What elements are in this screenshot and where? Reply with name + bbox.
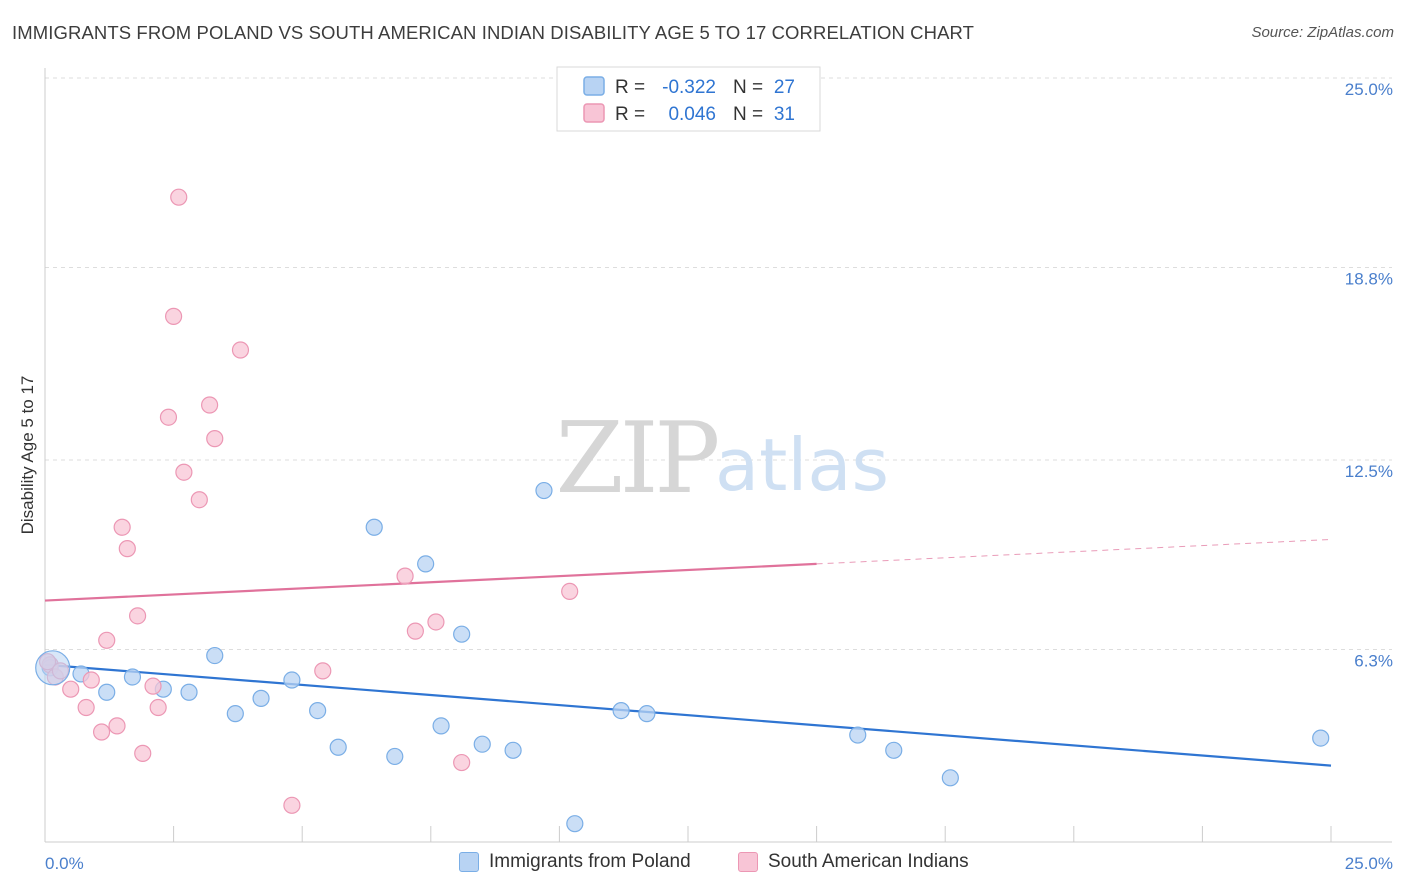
point-cluster-origin: [35, 650, 71, 686]
point-pink-3: [77, 698, 95, 717]
point-pink-22: [283, 796, 301, 814]
point-blue-2: [98, 683, 116, 701]
point-blue-21: [612, 701, 630, 720]
point-blue-13: [386, 747, 404, 766]
point-pink-26: [427, 613, 445, 631]
point-pink-13: [149, 698, 167, 717]
point-pink-2: [62, 680, 80, 698]
point-pink-14: [159, 408, 178, 426]
point-pink-11: [134, 744, 152, 762]
point-blue-18: [504, 741, 522, 759]
point-blue-10: [309, 701, 327, 720]
legend-label-sai: South American Indians: [768, 851, 969, 872]
stats-swatch-pink: [583, 103, 605, 123]
point-blue-23: [849, 726, 867, 744]
chart-title: IMMIGRANTS FROM POLAND VS SOUTH AMERICAN…: [12, 22, 975, 43]
trend-line-blue: [44, 663, 1332, 767]
legend-swatch-pink: [738, 852, 758, 872]
point-pink-23: [314, 662, 332, 680]
stats-swatch-blue: [583, 76, 605, 96]
y-tick-label-2: 18.8%: [1345, 269, 1393, 288]
point-pink-27: [453, 753, 471, 772]
watermark: ZIP atlas: [556, 402, 889, 516]
x-tick-label-min: 0.0%: [45, 854, 84, 873]
legend-item-poland: Immigrants from Poland: [459, 851, 691, 873]
point-pink-6: [98, 631, 116, 649]
data-points: [35, 188, 1330, 833]
watermark-atlas: atlas: [715, 423, 889, 507]
point-pink-18: [190, 491, 208, 509]
point-blue-17: [473, 735, 491, 753]
point-pink-4: [82, 671, 100, 689]
point-blue-24: [885, 741, 903, 759]
source-label: Source: ZipAtlas.com: [1251, 24, 1394, 41]
grid-lines: [45, 77, 1392, 650]
stats-n-label-1: N =: [733, 104, 763, 125]
point-blue-6: [206, 646, 224, 665]
stats-r-value-0: -0.322: [662, 77, 716, 98]
point-pink-28: [561, 582, 579, 601]
point-pink-25: [406, 622, 424, 640]
point-blue-3: [123, 668, 142, 686]
trend-lines: [44, 538, 1332, 767]
stats-n-value-0: 27: [774, 77, 795, 98]
series-legend: Immigrants from Poland South American In…: [0, 851, 1406, 879]
y-tick-label-1: 12.5%: [1345, 462, 1393, 481]
point-blue-14: [417, 555, 435, 573]
point-blue-8: [252, 689, 270, 707]
point-pink-24: [396, 567, 414, 585]
point-blue-20: [566, 815, 584, 833]
stats-r-label-0: R =: [615, 77, 645, 98]
trend-line-pink-dashed: [816, 538, 1332, 565]
point-pink-21: [231, 341, 250, 359]
point-pink-7: [108, 717, 126, 735]
x-tick-label-max: 25.0%: [1345, 854, 1393, 873]
legend-swatch-blue: [459, 852, 479, 872]
point-blue-22: [638, 705, 656, 723]
point-pink-5: [92, 723, 111, 741]
stats-r-label-1: R =: [615, 104, 645, 125]
point-blue-25: [941, 769, 959, 787]
point-pink-15: [165, 307, 183, 325]
stats-r-value-1: 0.046: [668, 104, 716, 125]
point-pink-12: [144, 677, 162, 695]
point-blue-19: [535, 481, 553, 500]
y-tick-label-3: 25.0%: [1345, 80, 1393, 99]
legend-item-sai: South American Indians: [738, 851, 969, 873]
point-blue-12: [365, 518, 383, 536]
point-blue-11: [329, 738, 347, 756]
point-blue-26: [1312, 729, 1330, 747]
point-pink-8: [113, 518, 131, 536]
point-blue-9: [283, 671, 301, 689]
tick-labels: 6.3% 12.5% 18.8% 25.0% 0.0% 25.0%: [45, 80, 1393, 873]
point-pink-17: [175, 463, 193, 481]
point-blue-7: [226, 705, 244, 723]
point-pink-10: [128, 607, 147, 625]
point-blue-15: [432, 717, 450, 735]
trend-line-pink: [44, 562, 817, 602]
point-blue-5: [180, 683, 198, 701]
stats-n-label-0: N =: [733, 77, 763, 98]
stats-legend: R = -0.322 N = 27 R = 0.046 N = 31: [556, 66, 821, 132]
point-pink-16: [170, 188, 188, 206]
legend-label-poland: Immigrants from Poland: [489, 851, 691, 872]
point-pink-20: [206, 430, 224, 448]
y-tick-label-0: 6.3%: [1354, 651, 1393, 670]
stats-n-value-1: 31: [774, 104, 795, 125]
watermark-zip: ZIP: [556, 402, 718, 516]
point-pink-19: [201, 396, 219, 414]
axes: [44, 68, 1392, 843]
point-pink-9: [118, 540, 136, 558]
point-blue-16: [453, 625, 471, 643]
